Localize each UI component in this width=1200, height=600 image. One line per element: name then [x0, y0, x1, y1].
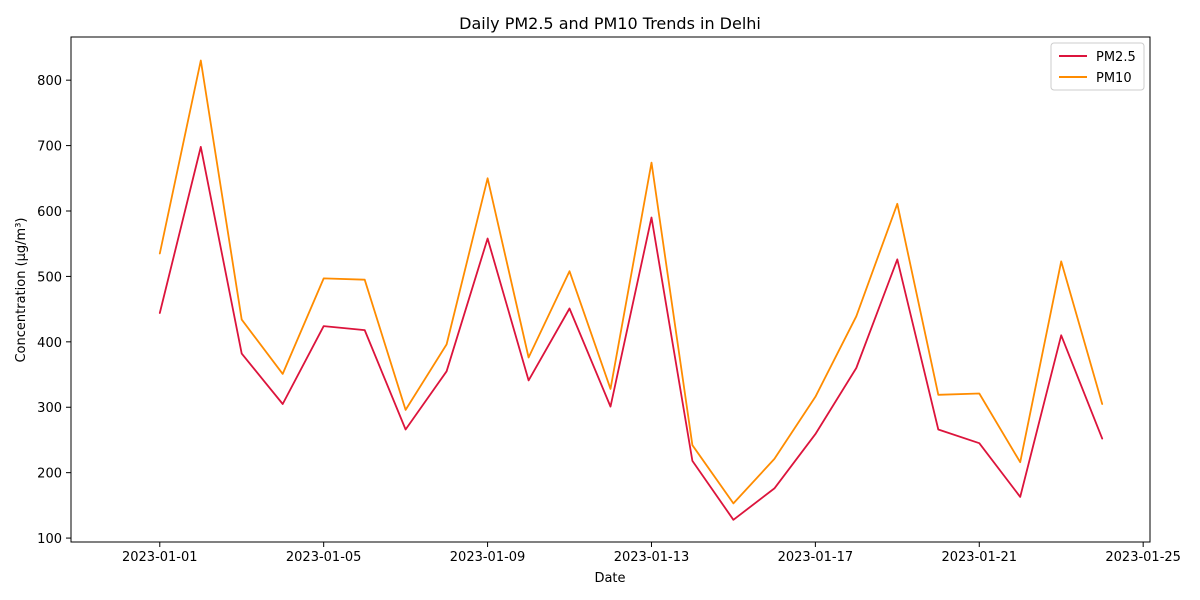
y-tick-label: 400: [37, 336, 62, 351]
data-point: [854, 314, 858, 318]
data-point: [404, 427, 408, 431]
data-point: [199, 145, 203, 149]
data-point: [199, 59, 203, 63]
x-axis-title: Date: [594, 571, 625, 586]
data-point: [322, 276, 326, 280]
data-point: [690, 443, 694, 447]
y-tick-label: 200: [37, 467, 62, 482]
x-tick-label: 2023-01-17: [778, 550, 854, 565]
data-point: [568, 269, 572, 273]
series-line-pm10: [158, 59, 1104, 505]
data-point: [1018, 460, 1022, 464]
series-line-pm25: [158, 145, 1104, 521]
data-point: [772, 457, 776, 461]
data-point: [568, 306, 572, 310]
x-tick-label: 2023-01-21: [941, 550, 1017, 565]
chart-title: Daily PM2.5 and PM10 Trends in Delhi: [459, 14, 761, 33]
data-point: [854, 366, 858, 370]
data-point: [527, 356, 531, 360]
x-tick-label: 2023-01-13: [614, 550, 690, 565]
series-layer: [158, 59, 1104, 522]
x-tick-label: 2023-01-09: [450, 550, 526, 565]
data-point: [158, 252, 162, 256]
data-point: [240, 318, 244, 322]
data-point: [445, 342, 449, 346]
data-point: [936, 393, 940, 397]
y-tick-label: 100: [37, 532, 62, 547]
y-tick-label: 500: [37, 270, 62, 285]
legend: PM2.5 PM10: [1050, 42, 1145, 91]
y-axis-title: Concentration (µg/m³): [14, 217, 29, 362]
data-point: [690, 459, 694, 463]
data-point: [649, 216, 653, 220]
data-point: [1100, 402, 1104, 406]
legend-label-pm10: PM10: [1096, 71, 1132, 86]
data-point: [527, 378, 531, 382]
data-point: [649, 161, 653, 165]
y-tick-label: 300: [37, 401, 62, 416]
data-point: [895, 202, 899, 206]
data-point: [158, 311, 162, 315]
data-point: [772, 486, 776, 490]
data-point: [813, 395, 817, 399]
data-point: [936, 427, 940, 431]
data-point: [609, 405, 613, 409]
data-point: [977, 392, 981, 396]
data-point: [404, 408, 408, 412]
data-point: [445, 369, 449, 373]
data-point: [363, 328, 367, 332]
y-tick-label: 800: [37, 74, 62, 89]
data-point: [240, 352, 244, 356]
data-point: [1100, 437, 1104, 441]
data-point: [363, 278, 367, 282]
data-point: [486, 176, 490, 180]
y-tick-label: 700: [37, 140, 62, 155]
data-point: [609, 387, 613, 391]
x-tick-label: 2023-01-25: [1105, 550, 1181, 565]
data-point: [281, 372, 285, 376]
axes-layer: 2023-01-01 2023-01-05 2023-01-09 2023-01-13…: [37, 74, 1181, 565]
data-point: [731, 518, 735, 522]
x-tick-label: 2023-01-01: [122, 550, 198, 565]
legend-box: [1050, 42, 1145, 91]
data-point: [1059, 333, 1063, 337]
data-point: [1018, 495, 1022, 499]
data-point: [486, 236, 490, 240]
data-point: [813, 432, 817, 436]
y-tick-label: 600: [37, 205, 62, 220]
data-point: [322, 324, 326, 328]
data-point: [977, 441, 981, 445]
x-tick-label: 2023-01-05: [286, 550, 362, 565]
data-point: [1059, 259, 1063, 263]
data-point: [281, 402, 285, 406]
data-point: [731, 501, 735, 505]
data-point: [895, 257, 899, 261]
legend-label-pm25: PM2.5: [1096, 50, 1136, 65]
plot-frame: [70, 36, 1151, 543]
